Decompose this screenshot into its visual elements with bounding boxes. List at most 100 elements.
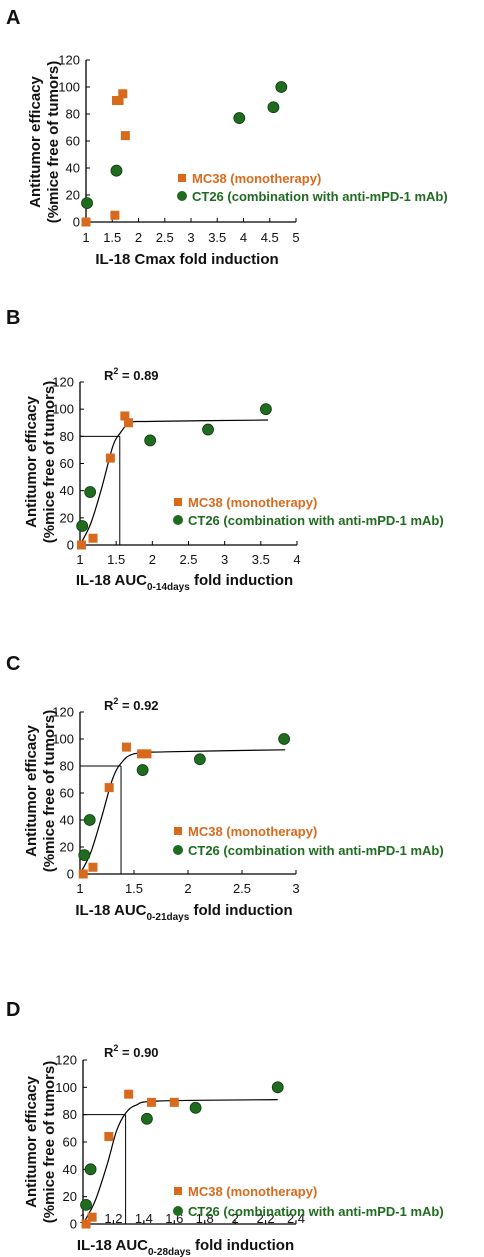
- mc38-point: [104, 1132, 114, 1142]
- legend-ct26-label: CT26 (combination with anti-mPD-1 mAb): [188, 843, 444, 858]
- panel-a: A 1 1.5 2 2.5 3 3.5 4 4.5 5 0 20 40 60 80 100 120Antitum…: [6, 7, 448, 268]
- ct26-point: [136, 764, 149, 776]
- mc38-point: [76, 540, 86, 550]
- y-axis-label: Antitumor efficacy(%mice free of tumors): [23, 710, 58, 873]
- mc38-point: [104, 783, 114, 793]
- panel-letter: B: [6, 307, 20, 329]
- ct26-point: [275, 81, 288, 93]
- x-tick-label: 4: [293, 552, 300, 567]
- x-tick-label: 2.2: [257, 1211, 275, 1226]
- mc38-point: [169, 1097, 179, 1107]
- y-tick-label: 120: [52, 705, 74, 720]
- ct26-point: [144, 434, 157, 447]
- panel-letter: D: [6, 999, 20, 1021]
- mc38-point: [123, 418, 133, 428]
- x-tick-label: 1.5: [107, 552, 125, 567]
- x-tick-label: 2: [184, 881, 191, 896]
- legend-ct26-marker: [173, 845, 183, 855]
- y-tick-label: 20: [60, 840, 74, 855]
- y-tick-label: 60: [66, 134, 80, 149]
- ct26-point: [259, 403, 272, 416]
- ct26-point: [80, 1198, 92, 1211]
- x-axis-label: IL-18 AUC0-21days fold induction: [75, 902, 292, 923]
- y-tick-label: 60: [60, 786, 74, 801]
- legend-mc38-label: MC38 (monotherapy): [192, 171, 321, 186]
- x-tick-label: 2.5: [156, 230, 174, 245]
- y-tick-label: 100: [52, 732, 74, 747]
- y-axis-label: Antitumor efficacy(%mice free of tumors): [23, 381, 58, 544]
- x-axis-label: IL-18 Cmax fold induction: [95, 251, 278, 268]
- mc38-point: [81, 1219, 91, 1229]
- mc38-point: [88, 533, 98, 543]
- ct26-point: [189, 1101, 202, 1114]
- ct26-point: [110, 164, 123, 177]
- y-tick-label: 120: [58, 53, 80, 68]
- mc38-point: [78, 869, 88, 879]
- x-axis-label: IL-18 AUC0-28days fold induction: [77, 1237, 294, 1257]
- y-tick-label: 100: [52, 402, 74, 417]
- mc38-point: [105, 453, 115, 463]
- legend: MC38 (monotherapy) CT26 (combination with…: [173, 495, 444, 528]
- ct26-point: [140, 1112, 153, 1125]
- x-tick-label: 1: [76, 552, 83, 567]
- mc38-point: [124, 1089, 134, 1099]
- x-tick-label: 1: [76, 881, 83, 896]
- ct26-point: [271, 1081, 284, 1094]
- legend-ct26-marker: [173, 515, 183, 525]
- y-tick-label: 80: [60, 429, 74, 444]
- legend: MC38 (monotherapy) CT26 (combination with…: [173, 1184, 444, 1219]
- ct26-point: [193, 753, 206, 766]
- legend-mc38-marker: [174, 498, 182, 506]
- legend-mc38-marker: [174, 827, 182, 835]
- x-tick-label: 1.8: [196, 1211, 214, 1226]
- x-tick-label: 1.2: [104, 1211, 122, 1226]
- mc38-point: [114, 96, 124, 105]
- x-axis-label: IL-18 AUC0-14days fold induction: [76, 572, 293, 593]
- y-tick-label: 120: [55, 1053, 77, 1068]
- legend-mc38-marker: [178, 174, 186, 182]
- legend-mc38-label: MC38 (monotherapy): [188, 824, 317, 839]
- x-tick-label: 1.4: [135, 1211, 153, 1226]
- x-tick-label: 2: [149, 552, 156, 567]
- x-tick-label: 4: [240, 230, 247, 245]
- y-tick-label: 20: [63, 1189, 77, 1204]
- legend-ct26-marker: [177, 191, 187, 201]
- panel-d: D1 1.2 1.4 1.6 1.8 2 2.2 2.4020406080100120Anti…: [6, 999, 444, 1257]
- mc38-point: [137, 749, 147, 759]
- y-tick-label: 100: [58, 80, 80, 95]
- legend: MC38 (monotherapy) CT26 (combination with…: [177, 171, 448, 204]
- x-tick-label: 2: [232, 1211, 239, 1226]
- ct26-point: [84, 486, 97, 498]
- y-tick-label: 80: [60, 759, 74, 774]
- mc38-point: [142, 749, 152, 759]
- y-tick-label: 100: [55, 1080, 77, 1095]
- x-tick-label: 3: [292, 881, 299, 896]
- x-tick-label: 1.5: [103, 230, 121, 245]
- ct26-point: [202, 423, 214, 436]
- y-tick-label: 40: [60, 483, 74, 498]
- mc38-point: [87, 1212, 97, 1222]
- x-tick-label: 3.5: [252, 552, 270, 567]
- x-tick-label: 3.5: [208, 230, 226, 245]
- y-tick-label: 40: [66, 161, 80, 176]
- x-tick-label: 2.5: [179, 552, 197, 567]
- x-tick-label: 3: [221, 552, 228, 567]
- fit-curve: [79, 419, 269, 546]
- x-tick-label: 2.5: [233, 881, 251, 896]
- x-tick-label: 1: [82, 230, 89, 245]
- mc38-point: [118, 89, 128, 99]
- ct26-point: [278, 733, 291, 745]
- r-squared-label: R2 = 0.92: [104, 696, 159, 713]
- mc38-point: [121, 742, 131, 752]
- ct26-point: [84, 1163, 97, 1176]
- legend-mc38-marker: [174, 1187, 182, 1195]
- ct26-point: [233, 112, 246, 124]
- legend-ct26-label: CT26 (combination with anti-mPD-1 mAb): [188, 513, 444, 528]
- r-squared-label: R2 = 0.90: [104, 1043, 159, 1060]
- legend-mc38-label: MC38 (monotherapy): [188, 495, 317, 510]
- x-tick-label: 2.4: [287, 1211, 305, 1226]
- ct26-point: [76, 520, 89, 532]
- x-tick-label: 5: [292, 230, 299, 245]
